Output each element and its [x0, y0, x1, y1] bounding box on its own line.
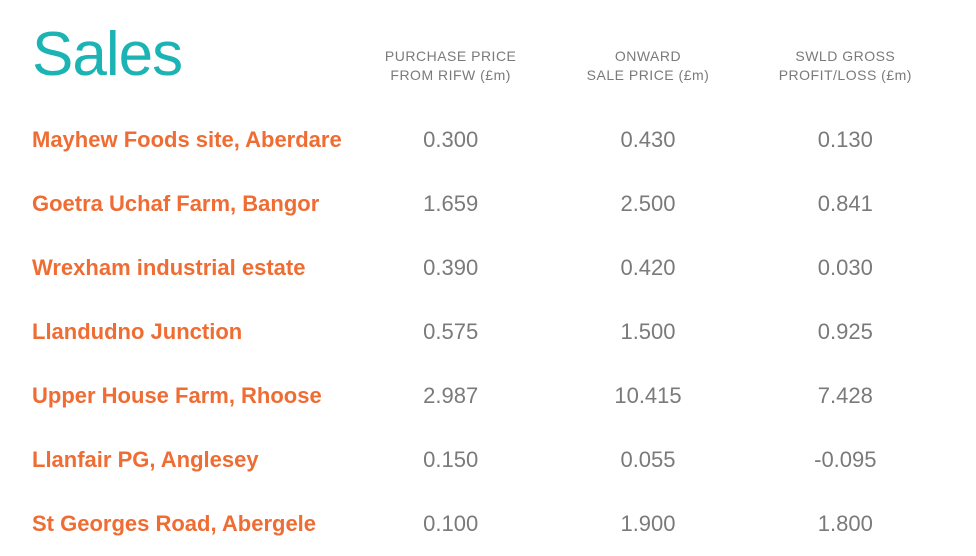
- cell-purchase: 2.987: [352, 383, 549, 409]
- table-row: Llandudno Junction 0.575 1.500 0.925: [32, 300, 944, 364]
- row-label: Goetra Uchaf Farm, Bangor: [32, 191, 352, 217]
- table-row: St Georges Road, Abergele 0.100 1.900 1.…: [32, 492, 944, 556]
- row-label: Llanfair PG, Anglesey: [32, 447, 352, 473]
- col-head-line: SWLD GROSS: [795, 48, 895, 64]
- cell-purchase: 0.300: [352, 127, 549, 153]
- cell-purchase: 0.390: [352, 255, 549, 281]
- row-values: 2.987 10.415 7.428: [352, 383, 944, 409]
- col-head-purchase-price: PURCHASE PRICE FROM RIFW (£m): [352, 47, 549, 86]
- col-head-onward-sale: ONWARD SALE PRICE (£m): [549, 47, 746, 86]
- cell-purchase: 0.100: [352, 511, 549, 537]
- table-row: Wrexham industrial estate 0.390 0.420 0.…: [32, 236, 944, 300]
- page-title: Sales: [32, 24, 352, 86]
- row-label: St Georges Road, Abergele: [32, 511, 352, 537]
- table-row: Goetra Uchaf Farm, Bangor 1.659 2.500 0.…: [32, 172, 944, 236]
- cell-onward: 1.900: [549, 511, 746, 537]
- row-values: 0.300 0.430 0.130: [352, 127, 944, 153]
- row-label: Mayhew Foods site, Aberdare: [32, 127, 352, 153]
- cell-profit: 7.428: [747, 383, 944, 409]
- table-row: Upper House Farm, Rhoose 2.987 10.415 7.…: [32, 364, 944, 428]
- column-headers: PURCHASE PRICE FROM RIFW (£m) ONWARD SAL…: [352, 47, 944, 86]
- cell-profit: 0.030: [747, 255, 944, 281]
- col-head-line: FROM RIFW (£m): [390, 67, 511, 83]
- row-values: 1.659 2.500 0.841: [352, 191, 944, 217]
- col-head-line: ONWARD: [615, 48, 681, 64]
- cell-onward: 10.415: [549, 383, 746, 409]
- row-values: 0.575 1.500 0.925: [352, 319, 944, 345]
- cell-onward: 1.500: [549, 319, 746, 345]
- cell-purchase: 1.659: [352, 191, 549, 217]
- row-values: 0.100 1.900 1.800: [352, 511, 944, 537]
- cell-onward: 2.500: [549, 191, 746, 217]
- cell-profit: 0.841: [747, 191, 944, 217]
- row-label: Llandudno Junction: [32, 319, 352, 345]
- row-values: 0.150 0.055 -0.095: [352, 447, 944, 473]
- row-values: 0.390 0.420 0.030: [352, 255, 944, 281]
- col-head-line: SALE PRICE (£m): [587, 67, 710, 83]
- cell-profit: -0.095: [747, 447, 944, 473]
- cell-onward: 0.430: [549, 127, 746, 153]
- cell-profit: 0.925: [747, 319, 944, 345]
- table-row: Llanfair PG, Anglesey 0.150 0.055 -0.095: [32, 428, 944, 492]
- col-head-profit-loss: SWLD GROSS PROFIT/LOSS (£m): [747, 47, 944, 86]
- row-label: Upper House Farm, Rhoose: [32, 383, 352, 409]
- cell-profit: 0.130: [747, 127, 944, 153]
- cell-purchase: 0.575: [352, 319, 549, 345]
- header-row: Sales PURCHASE PRICE FROM RIFW (£m) ONWA…: [32, 24, 944, 86]
- cell-onward: 0.055: [549, 447, 746, 473]
- table-row: Mayhew Foods site, Aberdare 0.300 0.430 …: [32, 108, 944, 172]
- cell-purchase: 0.150: [352, 447, 549, 473]
- row-label: Wrexham industrial estate: [32, 255, 352, 281]
- sales-table-page: Sales PURCHASE PRICE FROM RIFW (£m) ONWA…: [0, 0, 976, 549]
- col-head-line: PROFIT/LOSS (£m): [779, 67, 912, 83]
- cell-profit: 1.800: [747, 511, 944, 537]
- col-head-line: PURCHASE PRICE: [385, 48, 516, 64]
- cell-onward: 0.420: [549, 255, 746, 281]
